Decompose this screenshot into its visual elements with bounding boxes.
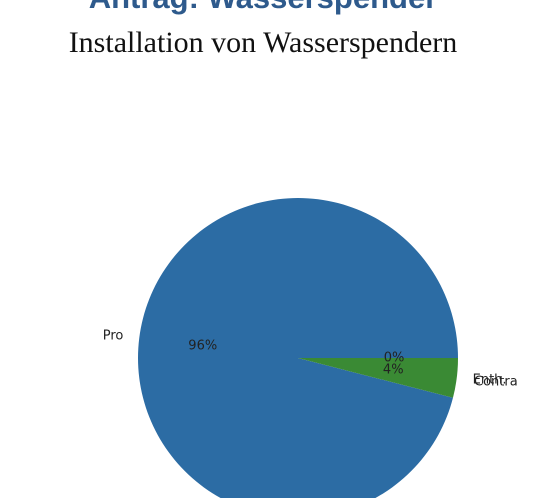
- slice-label: Pro: [103, 328, 124, 343]
- value-label: 96%: [188, 338, 217, 353]
- pie-slice: [138, 197, 458, 498]
- slice-label: Contra: [474, 375, 518, 390]
- value-label: 4%: [383, 363, 404, 378]
- chart-title: Antrag: Wasserspender: [89, 0, 438, 15]
- pie-slice: [298, 358, 458, 398]
- slice-label: Enth.: [473, 373, 507, 388]
- chart-subtitle: Installation von Wasserspendern: [69, 26, 458, 59]
- value-label: 0%: [384, 351, 405, 366]
